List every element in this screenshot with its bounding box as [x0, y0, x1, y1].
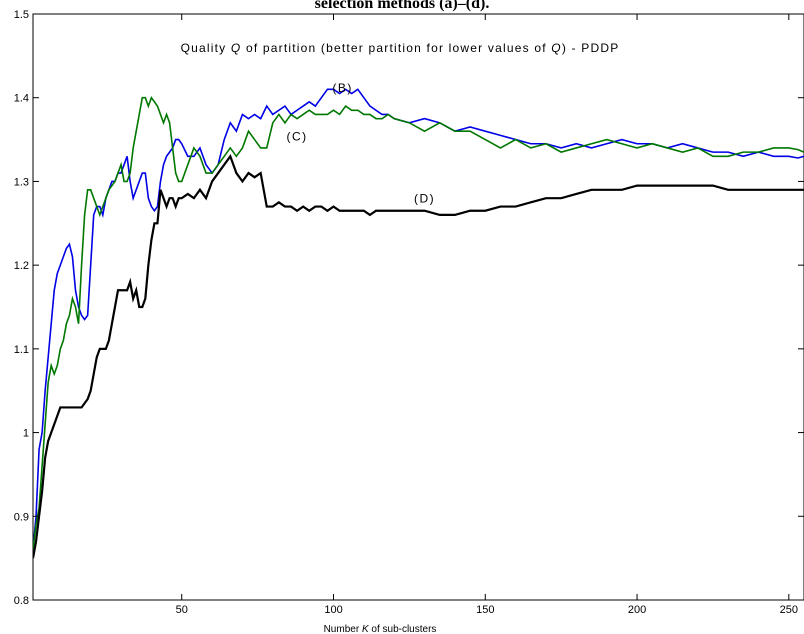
- y-tick-label: 1: [23, 428, 29, 440]
- x-tick-label: 100: [324, 604, 342, 616]
- chart-title-part: Quality: [181, 41, 231, 55]
- y-tick-label: 0.9: [14, 511, 29, 523]
- series-annotation-label: (D): [414, 191, 435, 205]
- series-line-b: [33, 88, 804, 550]
- x-axis-label-part: of sub-clusters: [369, 624, 437, 634]
- chart-title-part: Q: [231, 41, 242, 55]
- series-annotation-label: (B): [332, 81, 353, 95]
- y-tick-label: 1.5: [14, 9, 29, 21]
- x-tick-label: 50: [176, 604, 188, 616]
- x-axis-label: Number K of sub-clusters: [324, 624, 437, 634]
- y-tick-label: 1.4: [14, 93, 29, 105]
- series-annotation-label: (C): [286, 129, 307, 143]
- x-axis-label-part: K: [362, 624, 370, 634]
- chart-title: Quality Q of partition (better partition…: [181, 41, 620, 55]
- y-tick-label: 0.8: [14, 595, 29, 607]
- x-tick-label: 250: [780, 604, 798, 616]
- x-axis-label-part: Number: [324, 624, 362, 634]
- figure-caption: selection methods (a)–(d).: [315, 0, 490, 12]
- chart-title-part: of partition (better partition for lower…: [241, 41, 551, 55]
- series-line-d: [33, 153, 804, 559]
- series-line-c: [33, 96, 804, 550]
- y-tick-label: 1.1: [14, 344, 29, 356]
- y-tick-label: 1.3: [14, 176, 29, 188]
- chart-title-part: ) - PDDP: [562, 41, 620, 55]
- plot-area: [32, 13, 804, 601]
- chart-title-part: Q: [551, 41, 562, 55]
- x-tick-label: 200: [628, 604, 646, 616]
- x-tick-label: 150: [476, 604, 494, 616]
- y-tick-label: 1.2: [14, 260, 29, 272]
